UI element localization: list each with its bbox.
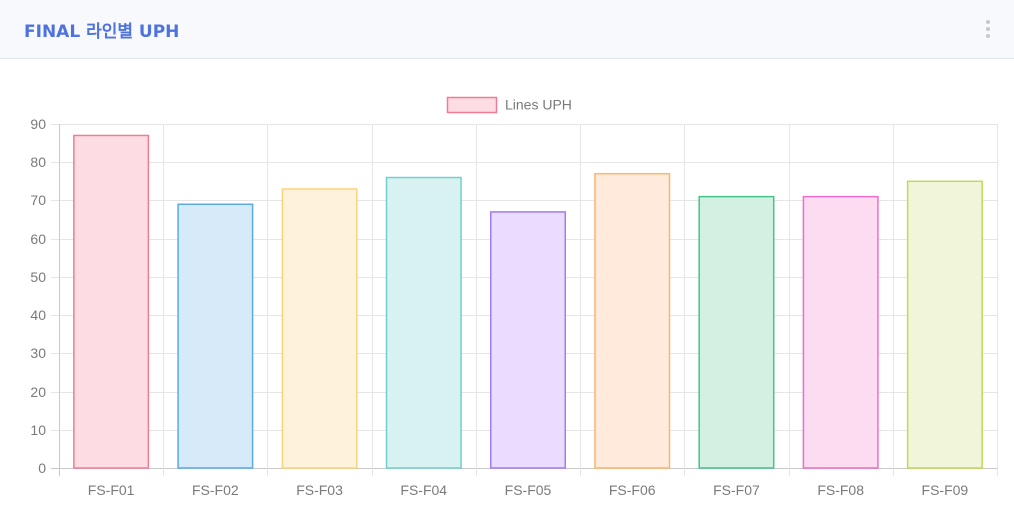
bar-fs-f03 — [281, 188, 358, 469]
y-tick-label: 70 — [30, 192, 46, 208]
legend-swatch — [446, 96, 498, 114]
bar-chart: 0 10 20 30 40 50 60 70 80 90 FS-F01 FS-F02 FS-F03 FS-… — [30, 96, 998, 498]
y-tick-label: 10 — [30, 422, 46, 438]
x-tick-label: FS-F08 — [817, 482, 864, 498]
y-tick-label: 0 — [38, 460, 46, 476]
y-tick-label: 50 — [30, 269, 46, 285]
x-tick-label: FS-F03 — [296, 482, 343, 498]
x-tick-label: FS-F04 — [400, 482, 447, 498]
x-tick-label: FS-F06 — [609, 482, 656, 498]
y-tick-label: 90 — [30, 116, 46, 132]
y-tick-label: 60 — [30, 231, 46, 247]
bar-fs-f09 — [906, 180, 983, 469]
chart-area: 0 10 20 30 40 50 60 70 80 90 FS-F01 FS-F02 FS-F03 FS-… — [0, 60, 1014, 503]
y-tick-label: 30 — [30, 345, 46, 361]
x-tick-label: FS-F05 — [505, 482, 552, 498]
bar-fs-f02 — [177, 203, 254, 469]
y-tick-label: 80 — [30, 154, 46, 170]
card-header: FINAL 라인별 UPH — [0, 0, 1014, 59]
y-tick-label: 20 — [30, 384, 46, 400]
x-tick-label: FS-F01 — [88, 482, 135, 498]
bar-fs-f07 — [698, 195, 775, 469]
x-tick-label: FS-F07 — [713, 482, 760, 498]
bar-fs-f08 — [802, 195, 879, 469]
x-tick-label: FS-F02 — [192, 482, 239, 498]
card-title: FINAL 라인별 UPH — [24, 21, 180, 42]
bar-fs-f05 — [489, 211, 567, 469]
bar-fs-f01 — [73, 134, 150, 469]
x-tick-label: FS-F09 — [922, 482, 969, 498]
kebab-vertical-icon[interactable] — [984, 16, 992, 42]
y-tick-label: 40 — [30, 307, 46, 323]
bar-fs-f04 — [385, 176, 462, 469]
bar-fs-f06 — [594, 172, 671, 469]
legend-label: Lines UPH — [505, 97, 572, 113]
